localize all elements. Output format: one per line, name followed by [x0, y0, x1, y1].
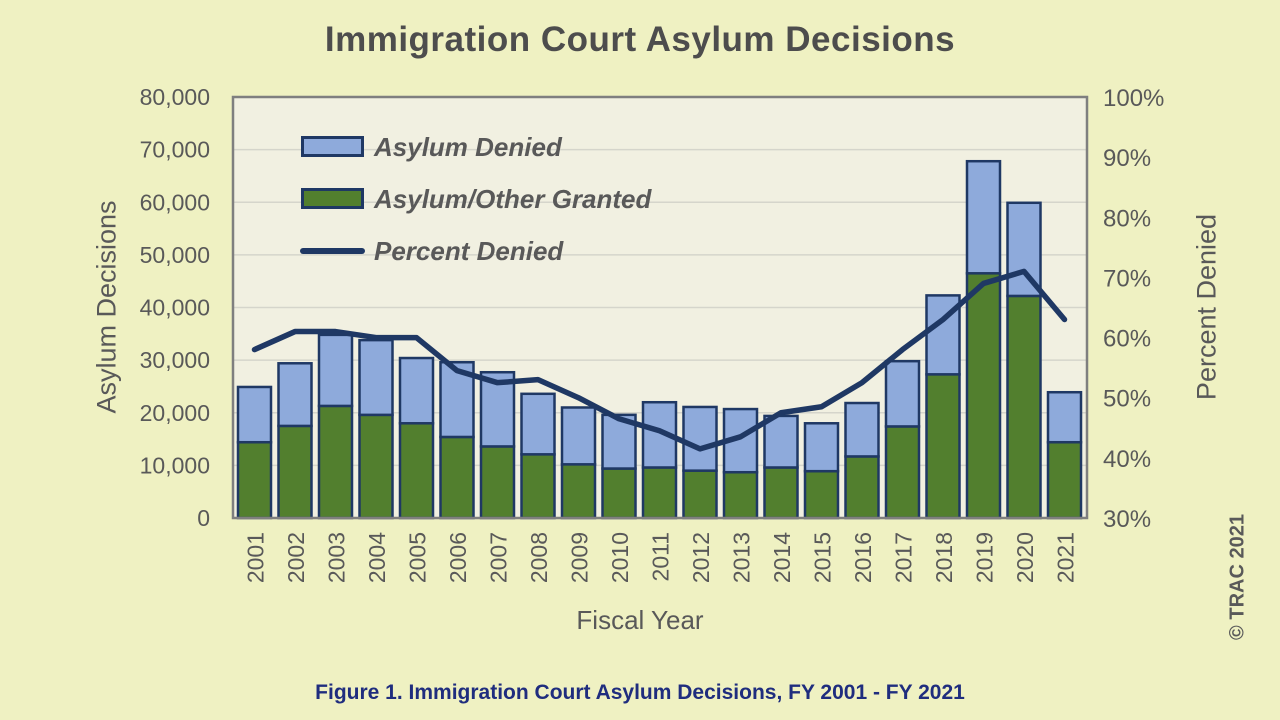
y2-axis-title: Percent Denied: [1191, 213, 1222, 401]
x-axis-tick-label: 2011: [648, 532, 674, 581]
plot-border: [231, 95, 1089, 520]
x-axis-tick-label: 2015: [810, 532, 836, 583]
y2-axis-tick-label: 100%: [1103, 85, 1164, 112]
x-axis-tick-label: 2005: [405, 532, 431, 583]
bar-denied-2019: [965, 159, 1002, 275]
y2-axis-tick-label: 40%: [1103, 446, 1151, 473]
x-axis-tick-label: 2009: [567, 532, 593, 583]
bar-granted-2019: [965, 272, 1002, 520]
bar-granted-2015: [803, 469, 840, 520]
bar-denied-2020: [1006, 201, 1042, 298]
x-axis-tick-label: 2019: [972, 532, 998, 583]
y-axis-tick-label: 60,000: [140, 189, 210, 215]
bar-denied-2008: [520, 392, 556, 456]
bar-denied-2016: [844, 401, 880, 458]
x-axis-title: Fiscal Year: [576, 605, 704, 635]
y-axis-tick-label: 20,000: [140, 400, 210, 426]
bar-denied-2021: [1046, 390, 1083, 444]
bar-denied-2015: [803, 422, 840, 473]
x-axis-tick-label: 2018: [931, 532, 957, 583]
bar-denied-2004: [358, 338, 394, 417]
bar-granted-2013: [722, 470, 759, 520]
y-axis-tick-label: 0: [197, 505, 210, 531]
y2-axis-tick-label: 90%: [1103, 145, 1151, 172]
bar-denied-2009: [560, 406, 597, 466]
y-axis-tick-label: 40,000: [140, 295, 210, 321]
bar-granted-2001: [236, 440, 273, 520]
bar-granted-2004: [358, 413, 394, 520]
x-axis-tick-label: 2013: [729, 532, 755, 583]
bar-granted-2016: [844, 455, 880, 520]
x-axis-tick-label: 2010: [607, 532, 633, 583]
bar-granted-2014: [763, 466, 799, 520]
bar-granted-2007: [479, 445, 516, 520]
page-title: Immigration Court Asylum Decisions: [324, 20, 956, 59]
bar-granted-2009: [560, 463, 597, 520]
bar-granted-2018: [925, 373, 961, 520]
percent-denied-line-icon: [300, 248, 365, 254]
y-axis-tick-label: 50,000: [140, 242, 210, 268]
asylum-granted-swatch-icon: [301, 188, 364, 209]
bar-granted-2002: [277, 424, 313, 520]
bar-granted-2017: [884, 425, 921, 520]
bar-denied-2002: [277, 362, 313, 428]
y-axis-tick-label: 80,000: [140, 84, 210, 110]
bar-granted-2020: [1006, 294, 1042, 520]
y2-axis-tick-label: 30%: [1103, 506, 1151, 533]
legend-label-asylum-denied: Asylum Denied: [374, 132, 562, 162]
bar-denied-2005: [398, 356, 435, 425]
x-axis-tick-label: 2008: [526, 532, 552, 583]
bar-denied-2012: [682, 405, 718, 472]
bar-granted-2005: [398, 422, 435, 520]
figure-caption: Figure 1. Immigration Court Asylum Decis…: [315, 681, 965, 704]
bar-granted-2021: [1046, 440, 1083, 520]
bar-granted-2011: [641, 466, 678, 520]
bar-granted-2008: [520, 453, 556, 520]
legend-label-asylum-granted: Asylum/Other Granted: [374, 184, 652, 214]
x-axis-tick-label: 2021: [1053, 532, 1079, 583]
legend-label-percent-denied: Percent Denied: [374, 236, 564, 266]
bar-denied-2003: [317, 333, 354, 408]
x-axis-tick-label: 2016: [850, 532, 876, 583]
x-axis-tick-label: 2001: [243, 532, 269, 583]
x-axis-tick-label: 2003: [324, 532, 350, 583]
y2-axis-tick-label: 60%: [1103, 326, 1151, 353]
bar-denied-2017: [884, 359, 921, 428]
x-axis-tick-label: 2006: [445, 532, 471, 583]
percent-denied-line: [251, 268, 1068, 452]
copyright-watermark: © TRAC 2021: [1226, 514, 1249, 640]
y-axis-title: Asylum Decisions: [91, 200, 122, 414]
bar-granted-2006: [439, 435, 475, 520]
bar-granted-2010: [601, 467, 637, 520]
y2-axis-tick-label: 50%: [1103, 386, 1151, 413]
bar-granted-2012: [682, 469, 718, 520]
x-axis-tick-label: 2014: [769, 532, 795, 583]
y-axis-tick-label: 30,000: [140, 347, 210, 373]
asylum-denied-swatch-icon: [301, 136, 364, 157]
x-axis-tick-label: 2007: [486, 532, 512, 583]
x-axis-tick-label: 2012: [688, 532, 714, 583]
bar-denied-2014: [763, 414, 799, 469]
x-axis-tick-label: 2020: [1012, 532, 1038, 583]
y-axis-tick-label: 10,000: [140, 452, 210, 478]
y2-axis-tick-label: 80%: [1103, 205, 1151, 232]
y2-axis-tick-label: 70%: [1103, 265, 1151, 292]
x-axis-tick-label: 2002: [283, 532, 309, 583]
bar-denied-2001: [236, 385, 273, 444]
y-axis-tick-label: 70,000: [140, 137, 210, 163]
x-axis-tick-label: 2004: [364, 532, 390, 583]
x-axis-tick-label: 2017: [891, 532, 917, 583]
bar-granted-2003: [317, 404, 354, 520]
